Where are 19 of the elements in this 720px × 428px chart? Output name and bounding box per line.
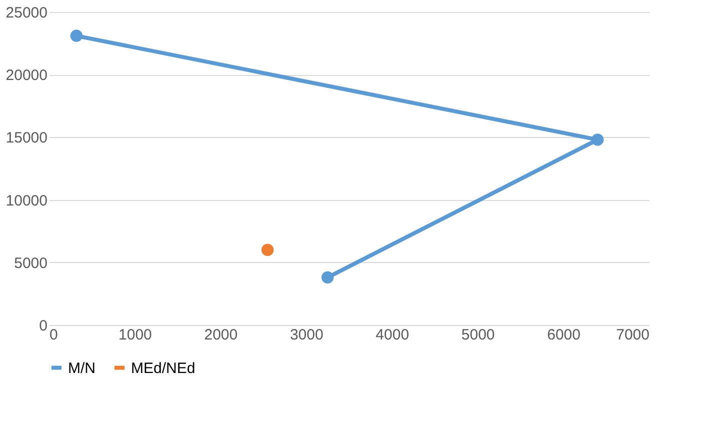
y-tick-label: 20000 (6, 67, 48, 84)
x-tick-label: 1000 (118, 326, 152, 344)
x-tick-label: 0 (50, 326, 58, 344)
x-tick-label: 7000 (616, 326, 650, 344)
point (70, 30, 83, 42)
x-tick-label: 5000 (461, 326, 495, 344)
y-tick-label: 25000 (6, 4, 48, 22)
point (321, 271, 334, 284)
point (591, 134, 604, 146)
x-tick-label: 6000 (547, 326, 580, 344)
x-tick-label: 2000 (204, 326, 238, 344)
x-tick-label: 3000 (290, 326, 324, 344)
point (261, 244, 274, 256)
y-tick-label: 5000 (14, 254, 48, 272)
legend-label: MEd/NEd (131, 360, 196, 377)
legend-label: M/N (68, 360, 96, 377)
y-tick-label: 10000 (6, 192, 48, 210)
x-tick-label: 4000 (376, 326, 410, 344)
y-tick-label: 15000 (6, 130, 48, 147)
